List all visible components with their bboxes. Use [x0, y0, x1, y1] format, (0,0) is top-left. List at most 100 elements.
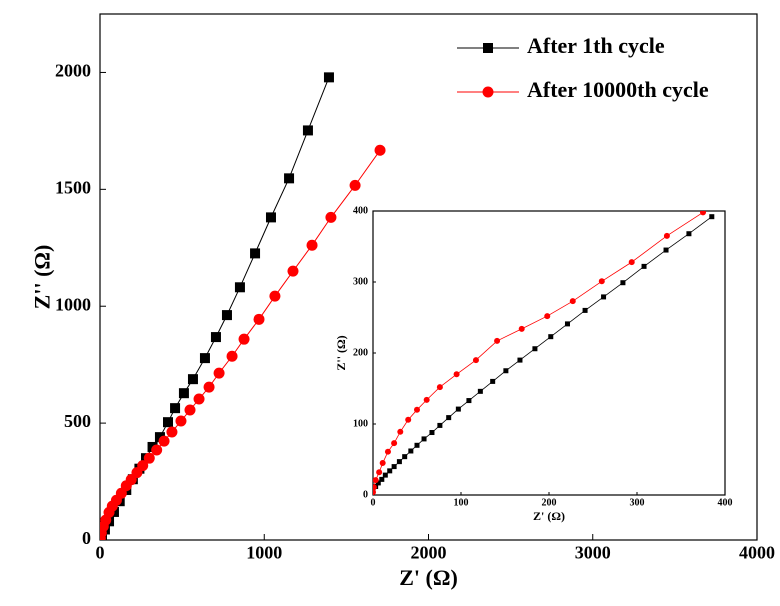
series-line [373, 212, 704, 493]
marker [210, 332, 221, 343]
marker [170, 403, 181, 414]
y-tick-label: 100 [353, 418, 368, 429]
legend-label: After 10000th cycle [527, 77, 709, 102]
x-tick-label: 0 [371, 497, 376, 508]
marker [265, 212, 276, 223]
marker [203, 381, 215, 393]
marker [455, 406, 461, 412]
x-tick-label: 0 [96, 543, 105, 563]
y-tick-label: 0 [363, 489, 368, 500]
marker [663, 232, 670, 239]
x-tick-label: 4000 [739, 543, 775, 563]
marker [472, 357, 479, 364]
marker [517, 357, 523, 363]
marker [387, 468, 393, 474]
marker [325, 211, 337, 223]
marker [375, 480, 381, 486]
y-tick-label: 300 [353, 276, 368, 287]
plot-area [372, 210, 726, 496]
marker [376, 469, 383, 476]
marker [284, 173, 295, 184]
marker [323, 72, 334, 83]
marker [199, 353, 210, 364]
marker [175, 415, 187, 427]
marker [178, 388, 189, 399]
marker [137, 460, 149, 472]
legend-marker [483, 43, 493, 53]
marker [154, 432, 165, 443]
marker [287, 265, 299, 277]
marker [374, 144, 386, 156]
marker [414, 442, 420, 448]
y-tick-label: 2000 [55, 61, 91, 81]
x-tick-label: 100 [454, 497, 469, 508]
plot-content [373, 211, 715, 495]
y-tick-label: 400 [353, 205, 368, 216]
y-axis-label: Z'' (Ω) [29, 245, 54, 310]
y-tick-label: 0 [82, 528, 91, 548]
marker [700, 211, 706, 216]
marker [143, 452, 155, 464]
marker [234, 282, 245, 293]
marker [494, 337, 501, 344]
marker [564, 321, 570, 327]
marker [349, 179, 361, 191]
x-tick-label: 3000 [575, 543, 611, 563]
plot-content [100, 72, 386, 540]
marker [466, 398, 472, 404]
marker [453, 371, 460, 378]
marker [408, 448, 414, 454]
marker [532, 346, 538, 352]
marker [379, 476, 385, 482]
marker [397, 428, 404, 435]
y-tick-label: 1500 [55, 177, 91, 197]
marker [226, 350, 238, 362]
marker [402, 454, 408, 460]
marker [405, 416, 412, 423]
marker [490, 378, 496, 384]
legend-label: After 1th cycle [527, 33, 665, 58]
marker [548, 334, 554, 340]
x-axis-label: Z' (Ω) [399, 565, 458, 590]
marker [379, 460, 386, 467]
marker [598, 278, 605, 285]
marker [421, 436, 427, 442]
marker [302, 125, 313, 136]
marker [382, 472, 388, 478]
marker [373, 484, 377, 491]
marker [213, 367, 225, 379]
marker [151, 444, 163, 456]
marker [373, 489, 376, 495]
x-tick-label: 200 [542, 497, 557, 508]
marker [437, 422, 443, 428]
legend-marker [482, 86, 494, 98]
marker [396, 459, 402, 465]
marker [391, 440, 398, 447]
marker [269, 290, 281, 302]
marker [569, 298, 576, 305]
x-tick-label: 1000 [246, 543, 282, 563]
marker [166, 426, 178, 438]
x-axis-label: Z' (Ω) [533, 509, 565, 523]
marker [518, 325, 525, 332]
marker [238, 333, 250, 345]
y-tick-label: 1000 [55, 294, 91, 314]
marker [423, 396, 430, 403]
y-tick-label: 200 [353, 347, 368, 358]
y-tick-label: 500 [64, 411, 91, 431]
marker [187, 374, 198, 385]
x-tick-label: 300 [630, 497, 645, 508]
marker [193, 393, 205, 405]
marker [158, 435, 170, 447]
marker [601, 294, 607, 300]
y-axis-label: Z'' (Ω) [334, 335, 348, 370]
marker [162, 417, 173, 428]
marker [184, 404, 196, 416]
marker [709, 214, 715, 220]
x-tick-label: 400 [718, 497, 733, 508]
marker [503, 368, 509, 374]
marker [253, 313, 265, 325]
marker [628, 259, 635, 266]
marker [477, 388, 483, 394]
